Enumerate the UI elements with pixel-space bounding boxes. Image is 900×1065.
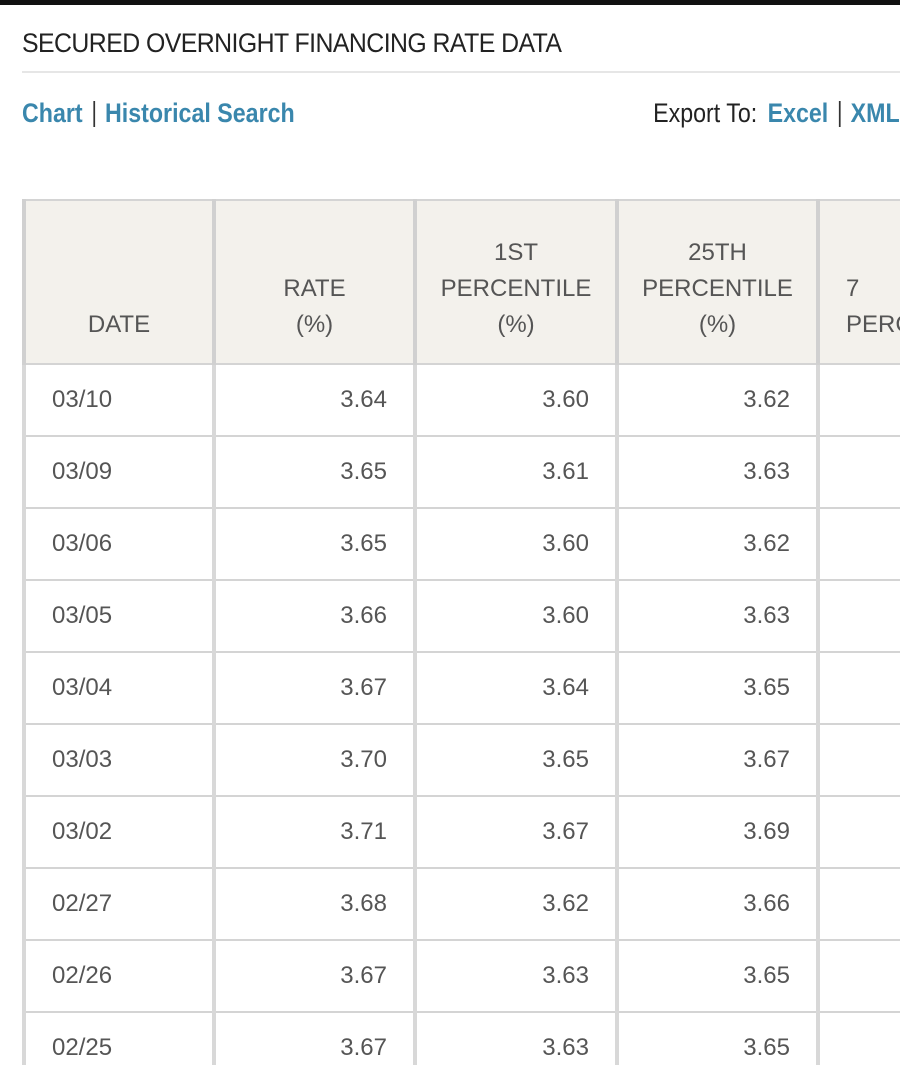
header-line: 7 bbox=[846, 275, 860, 302]
header-line: (%) bbox=[698, 311, 737, 338]
clipped-cell bbox=[816, 939, 900, 1013]
date-cell: 02/25 bbox=[22, 1011, 215, 1065]
rate-cell: 3.67 bbox=[212, 1011, 416, 1065]
table-container: DATE RATE (%) 1ST PERCENTILE (%) 25TH PERCENTIL… bbox=[22, 199, 900, 1065]
top-bar bbox=[0, 0, 900, 5]
clipped-cell bbox=[816, 435, 900, 509]
rate-cell: 3.64 bbox=[413, 651, 618, 725]
rate-cell: 3.60 bbox=[413, 507, 618, 581]
data-row: 02/26 3.67 3.63 3.65 bbox=[22, 939, 900, 1013]
header-line: 25TH bbox=[688, 239, 747, 266]
rate-cell: 3.64 bbox=[212, 363, 416, 437]
rate-cell: 3.61 bbox=[413, 435, 618, 509]
title-rule bbox=[22, 71, 900, 73]
data-row: 03/05 3.66 3.60 3.63 bbox=[22, 579, 900, 653]
separator bbox=[92, 100, 95, 127]
date-cell: 03/04 bbox=[22, 651, 215, 725]
page-title: SECURED OVERNIGHT FINANCING RATE DATA bbox=[22, 28, 562, 58]
rate-cell: 3.70 bbox=[212, 723, 416, 797]
header-line: PERC bbox=[846, 311, 900, 338]
column-header: RATE (%) bbox=[212, 199, 416, 365]
separator bbox=[838, 100, 841, 127]
rate-cell: 3.66 bbox=[212, 579, 416, 653]
rate-table: DATE RATE (%) 1ST PERCENTILE (%) 25TH PERCENTIL… bbox=[22, 199, 900, 1065]
clipped-cell bbox=[816, 867, 900, 941]
rate-cell: 3.65 bbox=[615, 939, 819, 1013]
header-line: (%) bbox=[295, 311, 334, 338]
rate-cell: 3.65 bbox=[615, 651, 819, 725]
chart-link[interactable]: Chart bbox=[22, 98, 83, 128]
rate-cell: 3.67 bbox=[212, 939, 416, 1013]
rate-cell: 3.68 bbox=[212, 867, 416, 941]
data-row: 03/09 3.65 3.61 3.63 bbox=[22, 435, 900, 509]
rate-cell: 3.62 bbox=[615, 363, 819, 437]
header-line: RATE bbox=[283, 275, 346, 302]
date-cell: 03/10 bbox=[22, 363, 215, 437]
data-row: 03/02 3.71 3.67 3.69 bbox=[22, 795, 900, 869]
clipped-cell bbox=[816, 651, 900, 725]
rate-cell: 3.65 bbox=[615, 1011, 819, 1065]
clipped-cell bbox=[816, 507, 900, 581]
excel-link[interactable]: Excel bbox=[767, 98, 829, 128]
rate-cell: 3.67 bbox=[615, 723, 819, 797]
rate-cell: 3.69 bbox=[615, 795, 819, 869]
header-line: 1ST bbox=[493, 239, 538, 266]
header-line: PERCENTILE bbox=[440, 275, 592, 302]
view-links: Chart Historical Search bbox=[22, 98, 295, 129]
rate-cell: 3.62 bbox=[413, 867, 618, 941]
data-row: 02/27 3.68 3.62 3.66 bbox=[22, 867, 900, 941]
header-line: (%) bbox=[497, 311, 535, 338]
rate-cell: 3.65 bbox=[413, 723, 618, 797]
rate-cell: 3.66 bbox=[615, 867, 819, 941]
column-header: 25TH PERCENTILE (%) bbox=[615, 199, 819, 365]
xml-link[interactable]: XML bbox=[850, 98, 900, 128]
rate-cell: 3.63 bbox=[413, 1011, 618, 1065]
date-cell: 03/05 bbox=[22, 579, 215, 653]
date-cell: 03/03 bbox=[22, 723, 215, 797]
date-cell: 02/27 bbox=[22, 867, 215, 941]
rate-cell: 3.63 bbox=[615, 435, 819, 509]
rate-cell: 3.63 bbox=[413, 939, 618, 1013]
data-row: 03/04 3.67 3.64 3.65 bbox=[22, 651, 900, 725]
clipped-cell bbox=[816, 723, 900, 797]
data-row: 03/06 3.65 3.60 3.62 bbox=[22, 507, 900, 581]
rate-cell: 3.60 bbox=[413, 363, 618, 437]
historical-search-link[interactable]: Historical Search bbox=[105, 98, 295, 128]
date-cell: 02/26 bbox=[22, 939, 215, 1013]
date-cell: 03/06 bbox=[22, 507, 215, 581]
header-line: PERCENTILE bbox=[642, 275, 793, 302]
data-row: 02/25 3.67 3.63 3.65 bbox=[22, 1011, 900, 1065]
data-row: 03/03 3.70 3.65 3.67 bbox=[22, 723, 900, 797]
column-header: 1ST PERCENTILE (%) bbox=[413, 199, 618, 365]
export-links: Export To: Excel XML bbox=[653, 98, 900, 129]
rate-cell: 3.62 bbox=[615, 507, 819, 581]
rate-cell: 3.60 bbox=[413, 579, 618, 653]
rate-cell: 3.65 bbox=[212, 507, 416, 581]
clipped-cell bbox=[816, 1011, 900, 1065]
column-header: 7 PERC bbox=[816, 199, 900, 365]
date-cell: 03/02 bbox=[22, 795, 215, 869]
header-line: DATE bbox=[87, 311, 151, 338]
rate-cell: 3.67 bbox=[413, 795, 618, 869]
table-body: 03/10 3.64 3.60 3.62 03/09 3.65 3.61 3.63 03/06 3… bbox=[22, 363, 900, 1065]
header-row: DATE RATE (%) 1ST PERCENTILE (%) 25TH PERCENTIL… bbox=[22, 199, 900, 365]
column-header: DATE bbox=[22, 199, 215, 365]
clipped-cell bbox=[816, 579, 900, 653]
clipped-cell bbox=[816, 795, 900, 869]
date-cell: 03/09 bbox=[22, 435, 215, 509]
rate-cell: 3.63 bbox=[615, 579, 819, 653]
data-row: 03/10 3.64 3.60 3.62 bbox=[22, 363, 900, 437]
rate-cell: 3.71 bbox=[212, 795, 416, 869]
clipped-cell bbox=[816, 363, 900, 437]
rate-cell: 3.65 bbox=[212, 435, 416, 509]
rate-cell: 3.67 bbox=[212, 651, 416, 725]
export-label: Export To: bbox=[653, 98, 758, 128]
